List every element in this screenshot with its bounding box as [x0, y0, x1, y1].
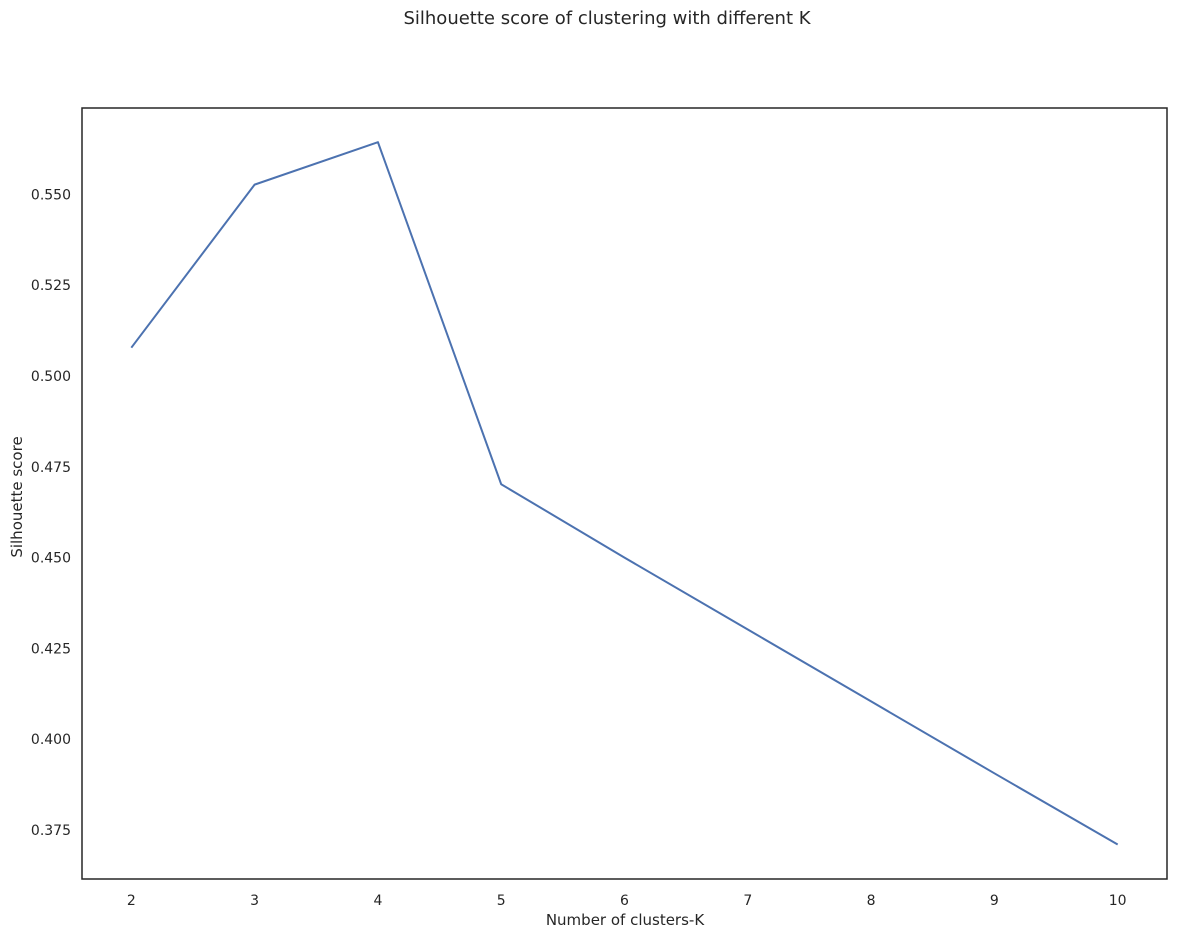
y-tick-label: 0.400: [31, 732, 71, 748]
x-tick-label: 10: [1109, 893, 1127, 909]
x-tick-label: 5: [497, 893, 506, 909]
x-tick-label: 9: [990, 893, 999, 909]
x-tick-label: 4: [373, 893, 382, 909]
x-tick-label: 8: [867, 893, 876, 909]
x-tick-label: 2: [127, 893, 136, 909]
series-line-0: [130, 141, 1119, 846]
y-tick-label: 0.550: [31, 187, 71, 203]
plot-area: [130, 141, 1119, 846]
chart-title: Silhouette score of clustering with diff…: [403, 8, 811, 29]
y-tick-label: 0.525: [31, 278, 71, 294]
y-tick-label: 0.475: [31, 460, 71, 476]
x-axis-ticks: 2 3 4 5 6 7 8 9 10: [127, 893, 1127, 909]
y-tick-label: 0.375: [31, 823, 71, 839]
y-axis-label: Silhouette score: [8, 436, 26, 557]
y-tick-label: 0.500: [31, 369, 71, 385]
y-tick-label: 0.450: [31, 551, 71, 567]
y-axis-ticks: 0.375 0.400 0.425 0.450 0.475 0.500 0.525 0.550: [31, 187, 71, 839]
plot-frame: [81, 107, 1168, 880]
x-axis-label: Number of clusters-K: [546, 911, 705, 929]
x-tick-label: 6: [620, 893, 629, 909]
y-tick-label: 0.425: [31, 641, 71, 657]
x-tick-label: 7: [743, 893, 752, 909]
x-tick-label: 3: [250, 893, 259, 909]
